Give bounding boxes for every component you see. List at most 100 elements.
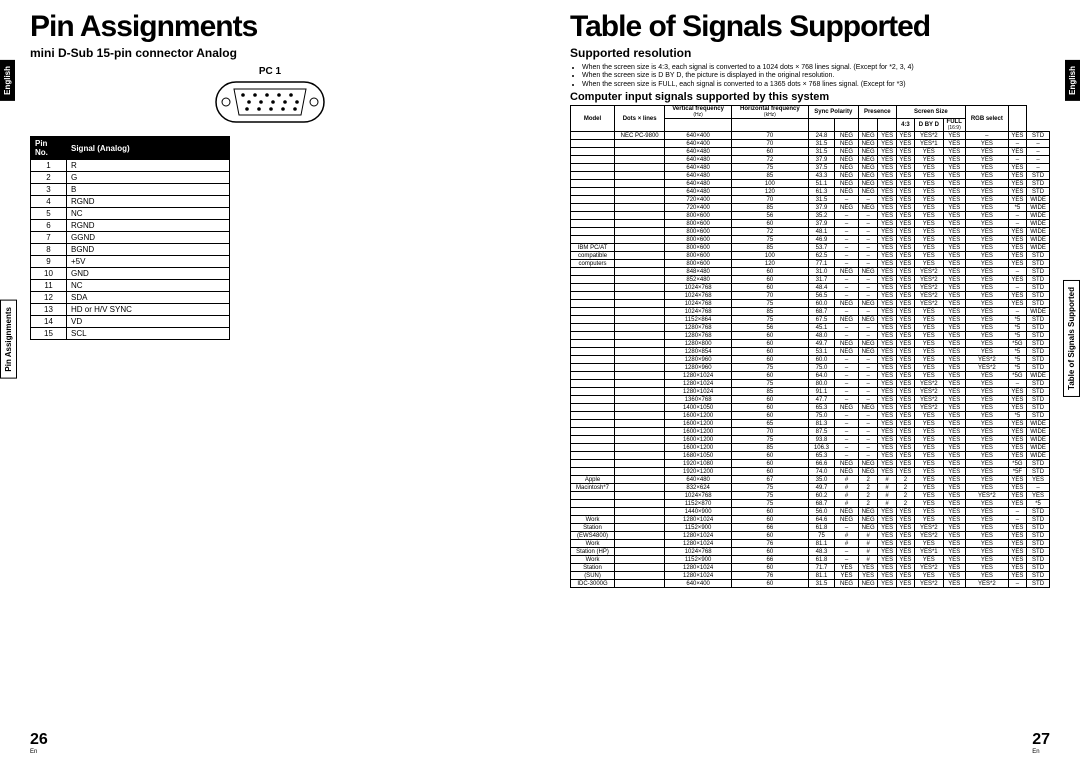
signal-row: 1152×8647567.5NEGNEGYESYESYESYESYES*5STD — [571, 316, 1050, 324]
table-caption: Computer input signals supported by this… — [570, 91, 1050, 103]
pin-row: 5NC — [31, 208, 230, 220]
signal-row: 1440×9006056.0NEGNEGYESYESYESYESYES–STD — [571, 508, 1050, 516]
pin-row: 10GND — [31, 268, 230, 280]
pin-row: 8BGND — [31, 244, 230, 256]
pin-assignments-title: Pin Assignments — [30, 10, 510, 44]
h-43: 4:3 — [896, 119, 914, 132]
pin-table: Pin No. Signal (Analog) 1R2G3B4RGND5NC6R… — [30, 136, 230, 340]
signal-row: 800×6007546.9––YESYESYESYESYESYESWIDE — [571, 236, 1050, 244]
signal-row: 1280×7685645.1––YESYESYESYESYES*5STD — [571, 324, 1050, 332]
h-hf: Horizontal frequency(kHz) — [732, 106, 809, 119]
signal-row: 640×4808543.3NEGNEGYESYESYESYESYESYESSTD — [571, 172, 1050, 180]
pin-row: 11NC — [31, 280, 230, 292]
signal-row: (SUN)1280×10247681.1YESYESYESYESYESYESYE… — [571, 572, 1050, 580]
h-sync: Sync Polarity — [808, 106, 858, 119]
signal-row: 800×6006037.9––YESYESYESYESYES–WIDE — [571, 220, 1050, 228]
signal-row: 1024×7687560.2#2#2YESYESYES*2YESYES — [571, 492, 1050, 500]
signal-row: 1280×8006049.7NEGNEGYESYESYESYESYES*5GST… — [571, 340, 1050, 348]
h-size: Screen Size — [896, 106, 965, 119]
signal-row: Work1280×10246064.6NEGNEGYESYESYESYESYES… — [571, 516, 1050, 524]
signal-row: 640×4807237.9NEGNEGYESYESYESYESYES–– — [571, 156, 1050, 164]
signal-row: 1600×120085106.3––YESYESYESYESYESYESWIDE — [571, 444, 1050, 452]
signal-row: 1280×9606060.0––YESYESYESYESYES*2*5STD — [571, 356, 1050, 364]
signal-row: NEC PC-9800640×4007024.8NEGNEGYESYESYES*… — [571, 132, 1050, 140]
signal-row: 1600×12007087.5––YESYESYESYESYESYESWIDE — [571, 428, 1050, 436]
signal-row: 640×48010051.1NEGNEGYESYESYESYESYESYESST… — [571, 180, 1050, 188]
signal-row: Work1152×9006661.8–#YESYESYESYESYESYESST… — [571, 556, 1050, 564]
pin-row: 13HD or H/V SYNC — [31, 304, 230, 316]
tab-pin-assignments: Pin Assignments — [0, 300, 17, 379]
signal-row: computers800×60012077.1––YESYESYESYESYES… — [571, 260, 1050, 268]
note-item: When the screen size is D BY D, the pict… — [582, 72, 1050, 80]
signal-row: 640×4807537.5NEGNEGYESYESYESYESYESYES– — [571, 164, 1050, 172]
signal-row: Work1280×10247681.1##YESYESYESYESYESYESS… — [571, 540, 1050, 548]
page-number-left: 26En — [30, 731, 48, 755]
dsub-connector-svg — [215, 81, 325, 123]
pin-row: 12SDA — [31, 292, 230, 304]
left-page: English Pin Assignments Pin Assignments … — [0, 0, 540, 763]
signal-row: 1280×10248591.1––YESYESYES*2YESYESYESSTD — [571, 388, 1050, 396]
signal-row: 848×4806031.0NEGNEGYESYESYES*2YESYES–STD — [571, 268, 1050, 276]
signal-row: (EWS4800)1280×10246075##YESYESYES*2YESYE… — [571, 532, 1050, 540]
h-dbd: D BY D — [915, 119, 943, 132]
signal-header: Signal (Analog) — [67, 137, 230, 160]
signal-row: 1360×7686047.7––YESYESYES*2YESYESYESSTD — [571, 396, 1050, 404]
signal-row: 1920×10806066.6NEGNEGYESYESYESYESYES*5GS… — [571, 460, 1050, 468]
pin-row: 3B — [31, 184, 230, 196]
signal-row: Station1152×9006661.8–NEGYESYESYES*2YESY… — [571, 524, 1050, 532]
h-dots: Dots × lines — [615, 106, 665, 132]
signal-row: Macintosh*7832×6247549.7#2#2YESYESYESYES… — [571, 484, 1050, 492]
pin-no-header: Pin No. — [31, 137, 67, 160]
signal-row: Apple640×4806735.0#2#2YESYESYESYESYES — [571, 476, 1050, 484]
pin-row: 15SCL — [31, 328, 230, 340]
signal-row: IDC-3000G640×4006031.5NEGNEGYESYESYES*2Y… — [571, 580, 1050, 588]
signal-row: 1600×12006581.3––YESYESYESYESYESYESWIDE — [571, 420, 1050, 428]
tab-english-left: English — [0, 60, 15, 101]
connector-subtitle: mini D-Sub 15-pin connector Analog — [30, 46, 510, 60]
signal-row: 1024×7686048.4––YESYESYES*2YESYES–STD — [571, 284, 1050, 292]
signal-row: Station1280×10246071.7YESYESYESYESYES*2Y… — [571, 564, 1050, 572]
signals-title: Table of Signals Supported — [570, 10, 1050, 44]
connector-label: PC 1 — [30, 66, 510, 77]
h-rgb: RGB select — [965, 106, 1008, 132]
pin-row: 1R — [31, 160, 230, 172]
pin-row: 4RGND — [31, 196, 230, 208]
pin-row: 9+5V — [31, 256, 230, 268]
notes-list: When the screen size is 4:3, each signal… — [570, 64, 1050, 89]
page-number-right: 27En — [1032, 731, 1050, 755]
signal-row: 1280×9607575.0––YESYESYESYESYES*2*5STD — [571, 364, 1050, 372]
pin-row: 14VD — [31, 316, 230, 328]
signal-row: IBM PC/AT800×6008553.7––YESYESYESYESYESY… — [571, 244, 1050, 252]
signal-row: 1280×10246064.0––YESYESYESYESYES*5GWIDE — [571, 372, 1050, 380]
signal-row: 640×4007031.5NEGNEGYESYESYES*1YESYES–– — [571, 140, 1050, 148]
signal-row: 852×4806031.7––YESYESYES*2YESYESYESSTD — [571, 276, 1050, 284]
signal-row: 800×6007248.1––YESYESYESYESYESYESWIDE — [571, 228, 1050, 236]
signals-table: Model Dots × lines Vertical frequency(Hz… — [570, 105, 1050, 588]
h-model: Model — [571, 106, 615, 132]
pin-row: 7GGND — [31, 232, 230, 244]
signal-row: 1024×7687056.5––YESYESYES*2YESYESYESSTD — [571, 292, 1050, 300]
signal-row: 1400×10506065.3NEGNEGYESYESYES*2YESYESYE… — [571, 404, 1050, 412]
signal-row: Station (HP)1024×7686048.3–#YESYESYES*1Y… — [571, 548, 1050, 556]
signal-row: 1024×7687560.0NEGNEGYESYESYES*2YESYESYES… — [571, 300, 1050, 308]
signal-row: 1600×12007593.8––YESYESYESYESYESYESWIDE — [571, 436, 1050, 444]
pin-row: 6RGND — [31, 220, 230, 232]
connector-diagram: PC 1 — [30, 66, 510, 126]
signal-row: 1920×12006074.0NEGNEGYESYESYESYESYES*5FS… — [571, 468, 1050, 476]
signal-row: 1024×7688568.7––YESYESYESYESYES–WIDE — [571, 308, 1050, 316]
h-vf: Vertical frequency(Hz) — [665, 106, 732, 119]
signal-row: 1280×7686048.0––YESYESYESYESYES*5STD — [571, 332, 1050, 340]
signal-row: 640×48012061.3NEGNEGYESYESYESYESYESYESST… — [571, 188, 1050, 196]
signal-row: 1680×10506065.3––YESYESYESYESYESYESWIDE — [571, 452, 1050, 460]
signal-row: 800×6005635.2––YESYESYESYESYES–WIDE — [571, 212, 1050, 220]
tab-english-right: English — [1065, 60, 1080, 101]
h-full: FULL(16:9) — [943, 119, 965, 132]
signal-row: compatible800×60010062.5––YESYESYESYESYE… — [571, 252, 1050, 260]
signal-row: 720×4007031.5––YESYESYESYESYESYESWIDE — [571, 196, 1050, 204]
right-page: English Table of Signals Supported Table… — [540, 0, 1080, 763]
supported-resolution: Supported resolution — [570, 46, 1050, 60]
signal-row: 1280×8546053.1NEGNEGYESYESYESYESYES*5STD — [571, 348, 1050, 356]
h-presence: Presence — [858, 106, 896, 119]
tab-signals-supported: Table of Signals Supported — [1063, 280, 1080, 397]
note-item: When the screen size is FULL, each signa… — [582, 81, 1050, 89]
